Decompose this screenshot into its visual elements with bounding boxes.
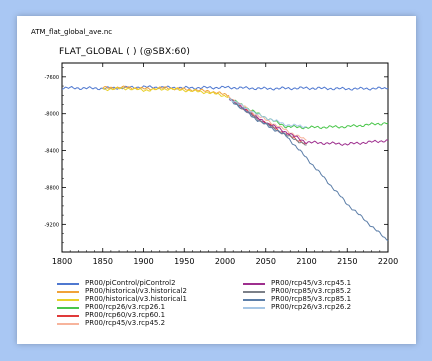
- legend-label: PR00/historical/v3.historical1: [85, 295, 187, 303]
- x-tick-label: 2100: [296, 257, 316, 266]
- y-tick-label: -8800: [44, 185, 59, 191]
- y-tick-label: -9200: [44, 222, 59, 228]
- series-line-9: [228, 98, 307, 129]
- line-chart: 1800 1850 1900 1950 2000 2050 2100 2150 2200 -760…: [44, 62, 398, 266]
- x-tick-label: 2000: [215, 257, 235, 266]
- legend-label: PR00/rcp26/v3.rcp26.1: [85, 303, 166, 311]
- plot-frame: [61, 62, 389, 253]
- legend-swatch: [57, 283, 79, 285]
- x-tick-label: 1850: [93, 257, 113, 266]
- series-line-8: [229, 98, 389, 242]
- series-line-1: [102, 85, 230, 97]
- legend-swatch: [243, 291, 265, 293]
- legend-swatch: [57, 323, 79, 325]
- legend-swatch: [57, 299, 79, 301]
- legend-label: PR00/rcp45/v3.rcp45.1: [271, 279, 352, 287]
- series-line-5: [228, 96, 307, 141]
- legend-label: PR00/rcp85/v3.rcp85.2: [271, 287, 352, 295]
- x-tick-label: 1950: [174, 257, 194, 266]
- series-line-0: [61, 85, 389, 91]
- legend-label: PR00/piControl/piControl2: [85, 279, 176, 287]
- plot-title: FLAT_GLOBAL ( ) (@SBX:60): [59, 47, 191, 57]
- legend-swatch: [57, 307, 79, 309]
- figure-panel: ATM_flat_global_ave.nc FLAT_GLOBAL ( ) (…: [17, 16, 416, 344]
- legend-swatch: [243, 299, 265, 301]
- x-tick-label: 1800: [52, 257, 72, 266]
- legend-label: PR00/rcp85/v3.rcp85.1: [271, 295, 352, 303]
- x-tick-label: 2050: [256, 257, 276, 266]
- series-line-7: [229, 98, 307, 146]
- x-tick-label: 1900: [133, 257, 153, 266]
- legend-swatch: [243, 283, 265, 285]
- legend-label: PR00/historical/v3.historical2: [85, 287, 187, 295]
- legend-swatch: [57, 315, 79, 317]
- y-tick-label: -8400: [44, 149, 59, 155]
- legend: PR00/piControl/piControl2 PR00/historical…: [57, 279, 397, 340]
- x-tick-label: 2150: [337, 257, 357, 266]
- legend-swatch: [243, 307, 265, 309]
- y-tick-label: -8000: [44, 112, 59, 118]
- series-line-2: [102, 87, 230, 98]
- file-title: ATM_flat_global_ave.nc: [31, 28, 113, 36]
- legend-label: PR00/rcp26/v3.rcp26.2: [271, 303, 352, 311]
- legend-label: PR00/rcp60/v3.rcp60.1: [85, 311, 166, 319]
- legend-swatch: [57, 291, 79, 293]
- series-line-3: [228, 97, 389, 130]
- series-line-6: [228, 98, 389, 146]
- y-tick-label: -7600: [44, 75, 59, 81]
- x-tick-label: 2200: [378, 257, 398, 266]
- legend-label: PR00/rcp45/v3.rcp45.2: [85, 319, 166, 327]
